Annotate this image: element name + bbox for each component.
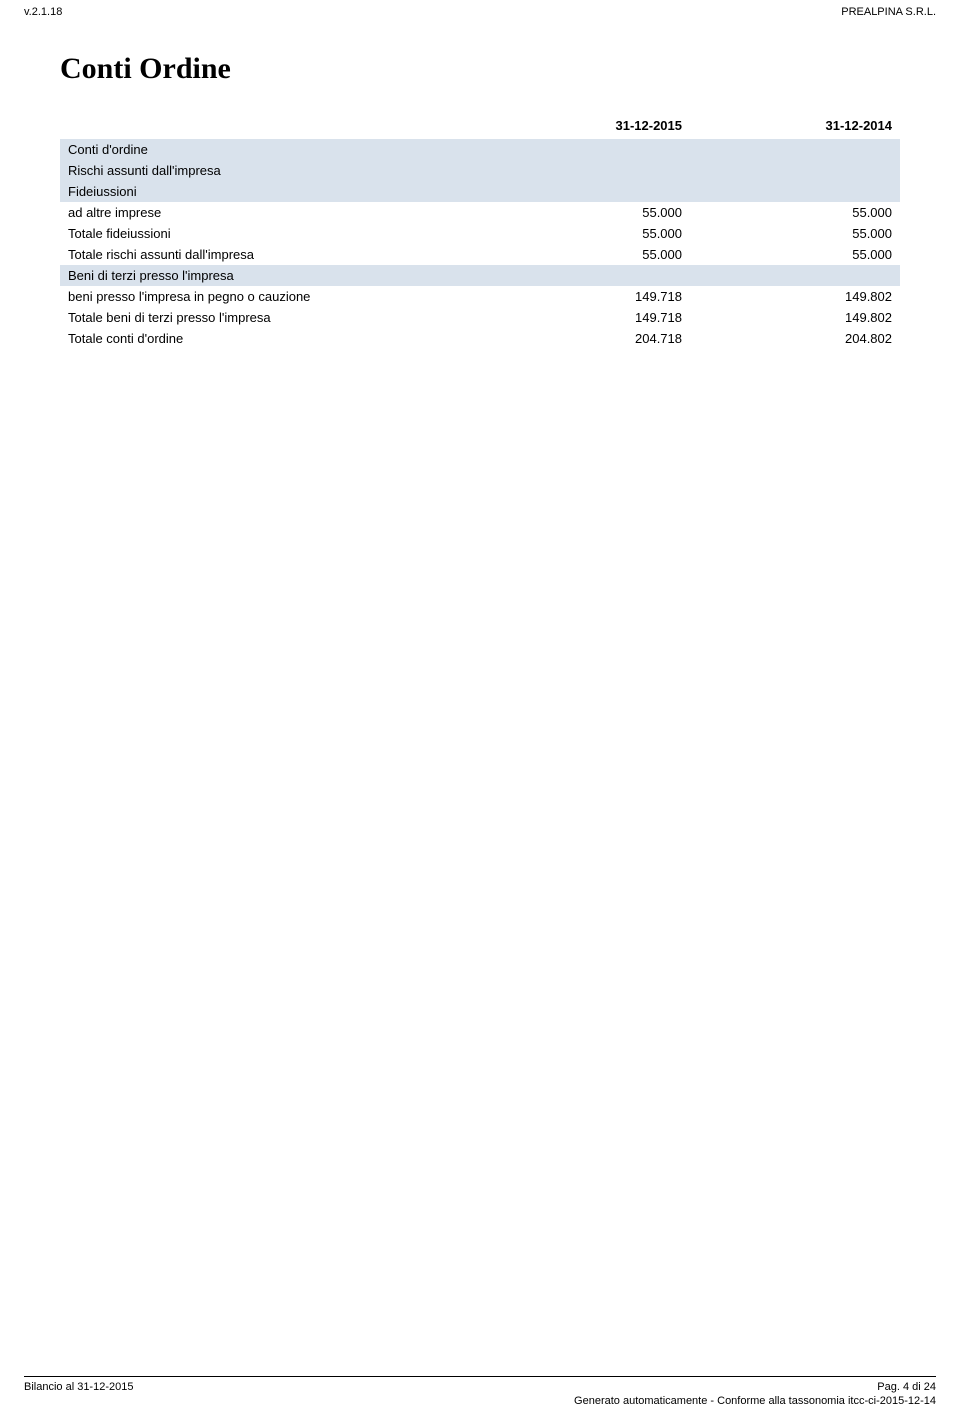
row-label: Totale rischi assunti dall'impresa (60, 244, 480, 265)
row-value (480, 160, 690, 181)
row-value: 55.000 (690, 223, 900, 244)
row-value: 55.000 (480, 244, 690, 265)
row-label: Fideiussioni (60, 181, 480, 202)
page-title: Conti Ordine (60, 52, 900, 86)
row-value (690, 181, 900, 202)
row-label: Rischi assunti dall'impresa (60, 160, 480, 181)
row-value: 149.802 (690, 286, 900, 307)
company-label: PREALPINA S.R.L. (841, 6, 936, 18)
row-label: Beni di terzi presso l'impresa (60, 265, 480, 286)
row-label: ad altre imprese (60, 202, 480, 223)
table-row: Fideiussioni (60, 181, 900, 202)
table-row: Totale fideiussioni55.00055.000 (60, 223, 900, 244)
row-value: 204.802 (690, 328, 900, 349)
row-label: Conti d'ordine (60, 139, 480, 160)
column-header: 31-12-2014 (690, 114, 900, 139)
row-value (690, 265, 900, 286)
row-value: 55.000 (690, 202, 900, 223)
table-header-row: 31-12-2015 31-12-2014 (60, 114, 900, 139)
row-value (480, 139, 690, 160)
row-value: 204.718 (480, 328, 690, 349)
header-spacer (60, 114, 480, 139)
row-value: 55.000 (690, 244, 900, 265)
table-row: Conti d'ordine (60, 139, 900, 160)
row-value: 149.802 (690, 307, 900, 328)
version-label: v.2.1.18 (24, 6, 62, 18)
table-row: Totale rischi assunti dall'impresa55.000… (60, 244, 900, 265)
footer-generated: Generato automaticamente - Conforme alla… (24, 1395, 936, 1407)
row-value (480, 181, 690, 202)
column-header: 31-12-2015 (480, 114, 690, 139)
row-value (690, 139, 900, 160)
table-row: Beni di terzi presso l'impresa (60, 265, 900, 286)
main-content: Conti Ordine 31-12-2015 31-12-2014 Conti… (0, 22, 960, 349)
row-value (690, 160, 900, 181)
row-label: Totale conti d'ordine (60, 328, 480, 349)
row-label: beni presso l'impresa in pegno o cauzion… (60, 286, 480, 307)
row-value: 149.718 (480, 286, 690, 307)
table-row: beni presso l'impresa in pegno o cauzion… (60, 286, 900, 307)
row-label: Totale beni di terzi presso l'impresa (60, 307, 480, 328)
row-value: 55.000 (480, 202, 690, 223)
page-header: v.2.1.18 PREALPINA S.R.L. (0, 0, 960, 22)
page-footer: Bilancio al 31-12-2015 Pag. 4 di 24 Gene… (0, 1376, 960, 1407)
row-value: 149.718 (480, 307, 690, 328)
footer-left: Bilancio al 31-12-2015 (24, 1381, 133, 1393)
row-value: 55.000 (480, 223, 690, 244)
table-row: Totale conti d'ordine204.718204.802 (60, 328, 900, 349)
row-value (480, 265, 690, 286)
conti-ordine-table: 31-12-2015 31-12-2014 Conti d'ordineRisc… (60, 114, 900, 349)
table-row: Totale beni di terzi presso l'impresa149… (60, 307, 900, 328)
footer-right: Pag. 4 di 24 (877, 1381, 936, 1393)
row-label: Totale fideiussioni (60, 223, 480, 244)
table-row: Rischi assunti dall'impresa (60, 160, 900, 181)
table-row: ad altre imprese55.00055.000 (60, 202, 900, 223)
